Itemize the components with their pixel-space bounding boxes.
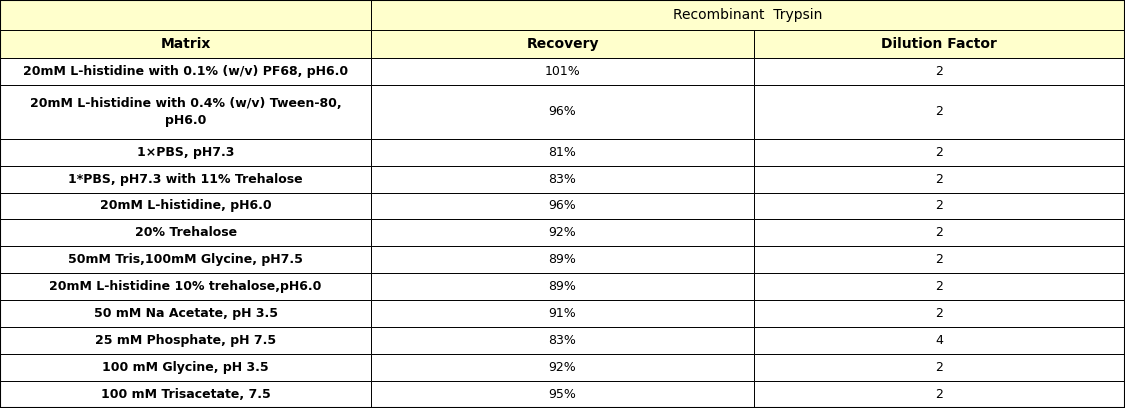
Bar: [371, 193, 754, 220]
Text: Dilution Factor: Dilution Factor: [882, 37, 998, 51]
Text: 96%: 96%: [549, 200, 576, 213]
Bar: [371, 327, 754, 354]
Text: 89%: 89%: [549, 280, 576, 293]
Bar: [754, 193, 1125, 220]
Bar: [754, 300, 1125, 327]
Bar: [371, 300, 754, 327]
Bar: [754, 85, 1125, 139]
Bar: [0, 300, 371, 327]
Bar: [0, 85, 371, 139]
Text: 2: 2: [936, 253, 944, 266]
Text: 1*PBS, pH7.3 with 11% Trehalose: 1*PBS, pH7.3 with 11% Trehalose: [69, 173, 303, 186]
Text: 95%: 95%: [549, 388, 576, 401]
Text: 2: 2: [936, 307, 944, 320]
Bar: [0, 354, 371, 381]
Bar: [0, 58, 371, 85]
Bar: [754, 220, 1125, 246]
Bar: [371, 30, 754, 58]
Text: 101%: 101%: [544, 65, 580, 78]
Text: 91%: 91%: [549, 307, 576, 320]
Text: 20mM L-histidine, pH6.0: 20mM L-histidine, pH6.0: [100, 200, 271, 213]
Text: 100 mM Trisacetate, 7.5: 100 mM Trisacetate, 7.5: [101, 388, 270, 401]
Text: 89%: 89%: [549, 253, 576, 266]
Text: 20mM L-histidine 10% trehalose,pH6.0: 20mM L-histidine 10% trehalose,pH6.0: [50, 280, 322, 293]
Text: 92%: 92%: [549, 226, 576, 239]
Text: 20% Trehalose: 20% Trehalose: [135, 226, 236, 239]
Text: 50mM Tris,100mM Glycine, pH7.5: 50mM Tris,100mM Glycine, pH7.5: [69, 253, 303, 266]
Text: 2: 2: [936, 361, 944, 374]
Text: 50 mM Na Acetate, pH 3.5: 50 mM Na Acetate, pH 3.5: [93, 307, 278, 320]
Bar: [371, 166, 754, 193]
Bar: [371, 354, 754, 381]
Bar: [371, 139, 754, 166]
Bar: [0, 327, 371, 354]
Bar: [371, 273, 754, 300]
Bar: [0, 139, 371, 166]
Bar: [371, 85, 754, 139]
Text: Matrix: Matrix: [161, 37, 210, 51]
Bar: [0, 246, 371, 273]
Bar: [0, 30, 371, 58]
Bar: [754, 354, 1125, 381]
Text: 83%: 83%: [549, 173, 576, 186]
Bar: [754, 166, 1125, 193]
Bar: [754, 246, 1125, 273]
Text: 2: 2: [936, 200, 944, 213]
Bar: [0, 381, 371, 408]
Text: 20mM L-histidine with 0.1% (w/v) PF68, pH6.0: 20mM L-histidine with 0.1% (w/v) PF68, p…: [22, 65, 349, 78]
Bar: [754, 30, 1125, 58]
Bar: [754, 381, 1125, 408]
Bar: [0, 193, 371, 220]
Text: 2: 2: [936, 65, 944, 78]
Text: 96%: 96%: [549, 105, 576, 118]
Bar: [0, 220, 371, 246]
Text: 2: 2: [936, 105, 944, 118]
Bar: [371, 58, 754, 85]
Text: 2: 2: [936, 146, 944, 159]
Text: Recovery: Recovery: [526, 37, 598, 51]
Text: 2: 2: [936, 226, 944, 239]
Bar: [371, 246, 754, 273]
Bar: [371, 0, 1125, 30]
Text: 2: 2: [936, 388, 944, 401]
Text: 92%: 92%: [549, 361, 576, 374]
Bar: [0, 166, 371, 193]
Bar: [754, 273, 1125, 300]
Bar: [371, 381, 754, 408]
Text: 81%: 81%: [549, 146, 576, 159]
Text: 4: 4: [936, 334, 944, 347]
Bar: [754, 139, 1125, 166]
Text: 2: 2: [936, 173, 944, 186]
Text: 1×PBS, pH7.3: 1×PBS, pH7.3: [137, 146, 234, 159]
Bar: [754, 58, 1125, 85]
Bar: [0, 0, 371, 30]
Bar: [371, 220, 754, 246]
Text: 20mM L-histidine with 0.4% (w/v) Tween-80,
pH6.0: 20mM L-histidine with 0.4% (w/v) Tween-8…: [30, 97, 342, 127]
Text: Recombinant  Trypsin: Recombinant Trypsin: [674, 8, 822, 22]
Bar: [754, 327, 1125, 354]
Text: 100 mM Glycine, pH 3.5: 100 mM Glycine, pH 3.5: [102, 361, 269, 374]
Text: 83%: 83%: [549, 334, 576, 347]
Text: 2: 2: [936, 280, 944, 293]
Text: 25 mM Phosphate, pH 7.5: 25 mM Phosphate, pH 7.5: [94, 334, 277, 347]
Bar: [0, 273, 371, 300]
